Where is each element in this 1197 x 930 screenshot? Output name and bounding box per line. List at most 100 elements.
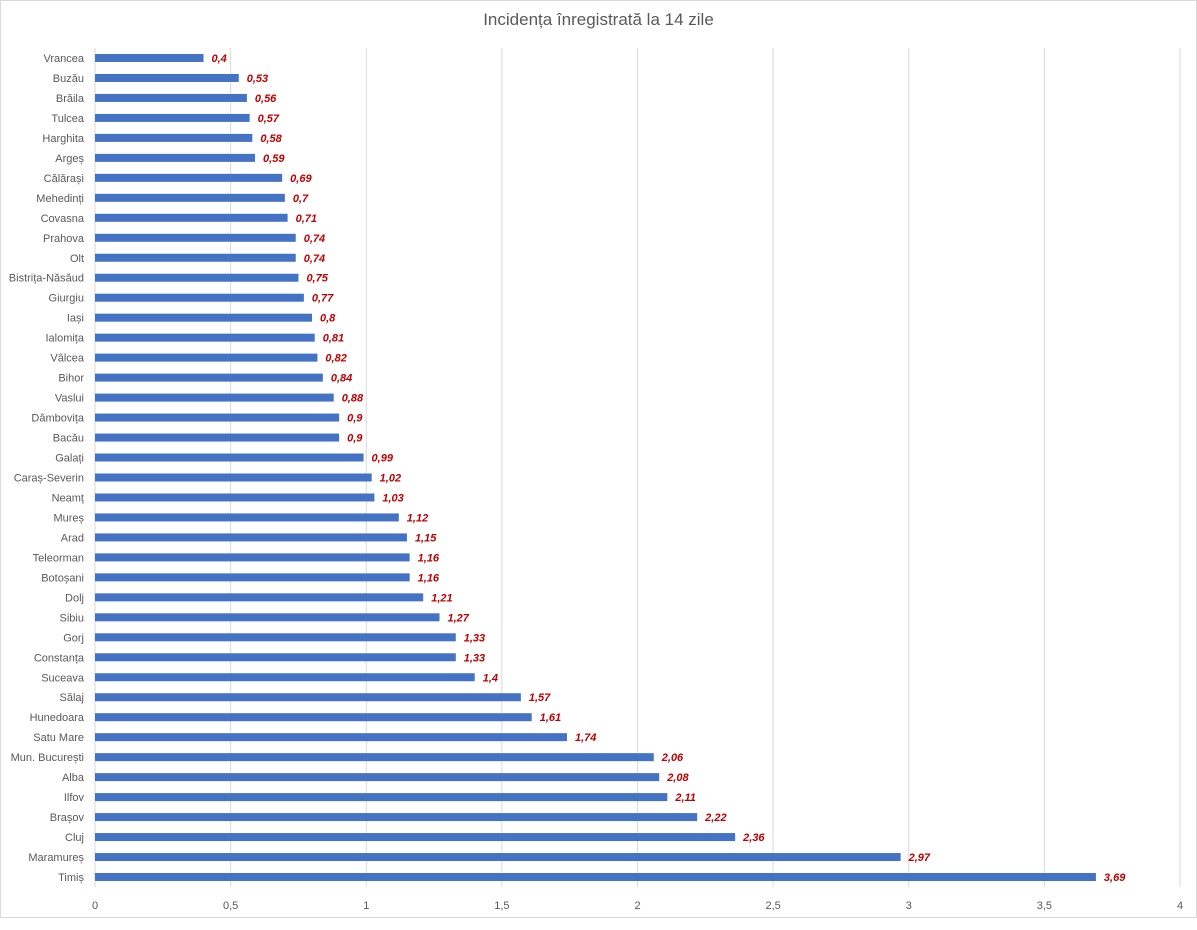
category-label: Vaslui [55, 393, 84, 405]
category-label: Cluj [65, 832, 84, 844]
bar [95, 253, 296, 262]
bar [95, 553, 410, 562]
category-label: Alba [62, 772, 85, 784]
data-label: 0,53 [247, 73, 268, 85]
bar [95, 213, 288, 222]
bar [95, 473, 372, 482]
data-label: 0,8 [320, 313, 336, 325]
data-label: 0,69 [290, 173, 312, 185]
x-tick-label: 3,5 [1037, 900, 1052, 912]
bar [95, 713, 532, 722]
bar [95, 353, 318, 362]
bar [95, 273, 299, 282]
gridlines [94, 48, 1181, 887]
data-label: 0,57 [258, 113, 280, 125]
bar [95, 773, 660, 782]
data-label: 2,06 [661, 752, 684, 764]
x-tick-label: 1 [363, 900, 369, 912]
bar [95, 193, 285, 202]
x-tick-label: 0,5 [223, 900, 238, 912]
category-label: Brăila [56, 93, 85, 105]
data-label: 0,59 [263, 153, 285, 165]
x-tick-label: 4 [1177, 900, 1183, 912]
data-label: 1,16 [418, 552, 440, 564]
data-label: 0,74 [304, 253, 325, 265]
category-label: Olt [70, 253, 84, 265]
data-label: 1,61 [540, 712, 561, 724]
x-axis-ticks: 0 0,5 1 1,5 2 2,5 3 3,5 4 [92, 900, 1183, 912]
category-label: Covasna [41, 213, 85, 225]
data-label: 3,69 [1104, 872, 1126, 884]
data-label: 0,58 [260, 133, 282, 145]
category-label: Bacău [53, 433, 84, 445]
bar [95, 413, 340, 422]
bar [95, 593, 424, 602]
data-label: 0,74 [304, 233, 325, 245]
data-label: 1,21 [431, 592, 452, 604]
category-label: Bihor [58, 373, 84, 385]
data-label: 0,7 [293, 193, 309, 205]
bar [95, 233, 296, 242]
bar [95, 653, 456, 662]
category-label: Satu Mare [33, 732, 84, 744]
category-label: Timiș [58, 872, 84, 884]
category-label: Mun. București [11, 752, 84, 764]
bar [95, 293, 304, 302]
category-label: Vrancea [43, 53, 84, 65]
data-label: 1,57 [529, 692, 551, 704]
x-tick-label: 2 [634, 900, 640, 912]
data-label: 2,08 [666, 772, 689, 784]
category-label: Buzău [53, 73, 84, 85]
bar [95, 493, 375, 502]
category-label: Argeș [55, 153, 84, 165]
category-label: Prahova [43, 233, 85, 245]
bar [95, 313, 312, 322]
bar [95, 73, 239, 82]
bar [95, 873, 1096, 882]
data-labels: 0,4 0,53 0,56 0,57 0,58 0,59 0,69 0,7 0,71 0,74 0,… [212, 53, 1127, 884]
data-label: 1,02 [380, 472, 401, 484]
bar [95, 573, 410, 582]
category-label: Harghita [42, 133, 84, 145]
category-label: Teleorman [33, 552, 84, 564]
category-label: Iași [67, 313, 84, 325]
data-label: 2,97 [908, 852, 931, 864]
category-label: Constanța [34, 652, 85, 664]
bar [95, 733, 567, 742]
data-label: 1,33 [464, 652, 485, 664]
chart-title: Incidența înregistrată la 14 zile [483, 10, 714, 29]
bar [95, 533, 407, 542]
bar [95, 373, 323, 382]
data-label: 1,4 [483, 672, 498, 684]
bar [95, 613, 440, 622]
data-label: 0,56 [255, 93, 277, 105]
data-label: 1,33 [464, 632, 485, 644]
data-label: 1,15 [415, 532, 437, 544]
category-label: Neamț [52, 492, 84, 504]
data-label: 0,71 [296, 213, 317, 225]
bar [95, 393, 334, 402]
bar [95, 833, 736, 842]
category-label: Tulcea [51, 113, 84, 125]
category-label: Ilfov [64, 792, 85, 804]
bar [95, 93, 247, 102]
category-label: Suceava [41, 672, 85, 684]
bar [95, 133, 253, 142]
data-label: 0,88 [342, 393, 364, 405]
bar [95, 153, 256, 162]
x-tick-label: 0 [92, 900, 98, 912]
bar [95, 53, 204, 62]
data-label: 1,27 [447, 612, 469, 624]
category-label: Sălaj [60, 692, 84, 704]
data-label: 0,9 [347, 433, 363, 445]
category-label: Galați [55, 453, 84, 465]
category-label: Dâmbovița [31, 413, 84, 425]
data-label: 1,03 [382, 492, 403, 504]
category-labels: Vrancea Buzău Brăila Tulcea Harghita Argeș Căl… [9, 53, 85, 884]
data-label: 0,9 [347, 413, 363, 425]
data-label: 2,11 [674, 792, 696, 804]
bar [95, 453, 364, 462]
data-label: 0,75 [306, 273, 328, 285]
category-label: Mureș [53, 512, 84, 524]
